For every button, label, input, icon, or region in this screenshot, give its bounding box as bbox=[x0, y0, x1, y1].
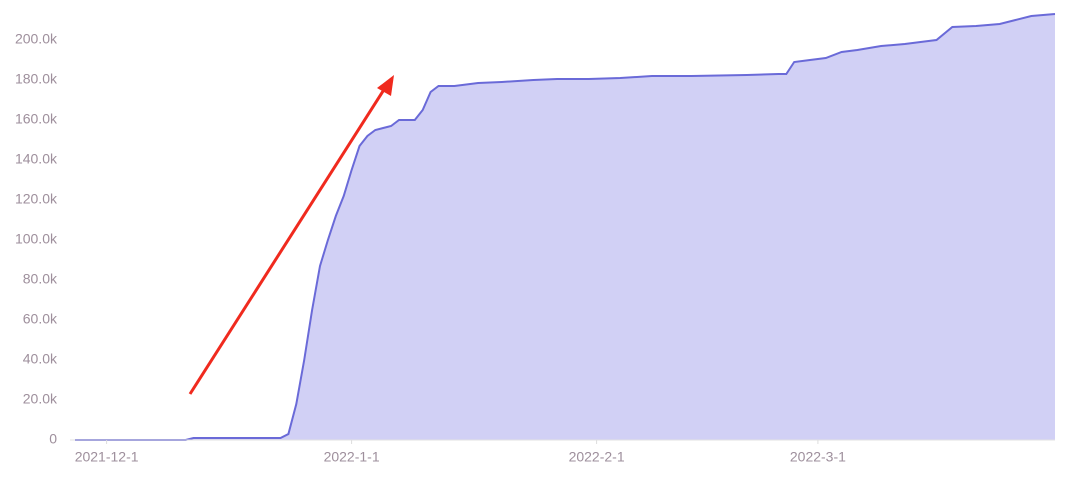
line bbox=[75, 13, 1056, 441]
x-tick-label: 2022-3-1 bbox=[790, 449, 846, 465]
y-tick-label: 160.0k bbox=[15, 111, 58, 127]
x-tick-label: 2021-12-1 bbox=[75, 449, 139, 465]
y-tick-label: 100.0k bbox=[15, 231, 58, 247]
arrow-shaft bbox=[188, 87, 387, 395]
x-tick-label: 2022-1-1 bbox=[324, 449, 380, 465]
y-tick-label: 60.0k bbox=[23, 311, 58, 327]
y-tick-label: 140.0k bbox=[15, 151, 58, 167]
y-tick-label: 80.0k bbox=[23, 271, 58, 287]
area bbox=[75, 14, 1055, 440]
y-tick-label: 180.0k bbox=[15, 71, 58, 87]
y-tick-label: 40.0k bbox=[23, 351, 58, 367]
y-tick-label: 0 bbox=[49, 431, 57, 447]
y-tick-label: 200.0k bbox=[15, 31, 58, 47]
arrow-head bbox=[377, 75, 394, 96]
y-tick-label: 20.0k bbox=[23, 391, 58, 407]
x-tick-label: 2022-2-1 bbox=[569, 449, 625, 465]
y-tick-label: 120.0k bbox=[15, 191, 58, 207]
